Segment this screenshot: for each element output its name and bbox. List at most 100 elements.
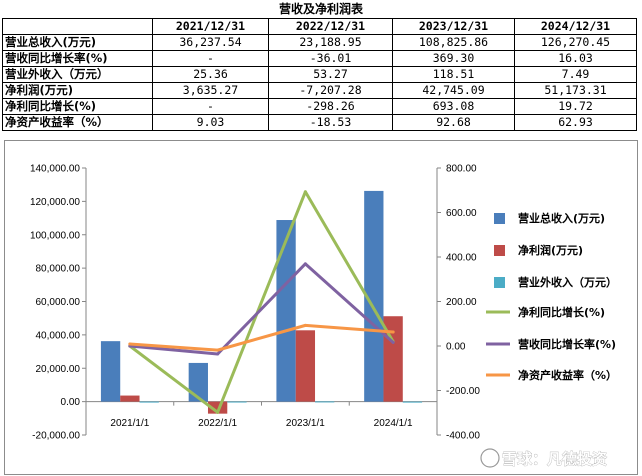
column-header: 2022/12/31 xyxy=(268,18,393,35)
table-cell: 693.08 xyxy=(392,98,515,115)
table-cell: -18.53 xyxy=(268,114,393,131)
table-row: 营收同比增长率(%) - -36.01 369.30 16.03 xyxy=(2,50,637,67)
category-label: 2023/1/1 xyxy=(286,418,325,429)
table-cell: 108,825.86 xyxy=(392,34,515,51)
legend-label: 净利同比增长(%) xyxy=(518,305,605,319)
table-cell: 36,237.54 xyxy=(152,34,269,51)
table-corner-cell xyxy=(2,18,153,35)
line-point xyxy=(303,190,307,194)
bar xyxy=(364,190,384,402)
left-axis-tick-label: 80,000.00 xyxy=(36,264,81,275)
table-cell: -7,207.28 xyxy=(268,82,393,99)
table-cell: - xyxy=(152,50,269,67)
table-cell: 118.51 xyxy=(392,66,515,83)
legend-swatch xyxy=(494,245,505,256)
table-cell: 7.49 xyxy=(514,66,637,83)
left-axis-tick-label: 0.00 xyxy=(61,397,81,408)
table-row: 营业总收入(万元) 36,237.54 23,188.95 108,825.86… xyxy=(2,34,637,51)
series-line xyxy=(128,262,395,356)
legend-label: 营业外收入（万元） xyxy=(518,275,617,289)
table-row: 净利润(万元) 3,635.27 -7,207.28 42,745.09 51,… xyxy=(2,82,637,99)
left-axis-tick-label: 40,000.00 xyxy=(36,330,81,341)
table-row: 净利同比增长(%) - -298.26 693.08 19.72 xyxy=(2,98,637,115)
left-axis-tick-label: -20,000.00 xyxy=(32,431,80,442)
right-axis-tick-label: -400.00 xyxy=(446,431,480,442)
row-label: 营收同比增长率(%) xyxy=(2,50,153,67)
right-axis-tick-label: 0.00 xyxy=(446,342,466,353)
legend-label: 净资产收益率（%） xyxy=(518,368,617,382)
right-axis-tick-label: -200.00 xyxy=(446,386,480,397)
watermark-text: 雪球：凡德投资 xyxy=(502,450,607,468)
table-cell: 53.27 xyxy=(268,66,393,83)
table-cell: 126,270.45 xyxy=(514,34,637,51)
bar xyxy=(139,401,159,403)
bar xyxy=(276,220,296,402)
series-line xyxy=(128,323,395,352)
table-cell: 92.68 xyxy=(392,114,515,131)
line-point xyxy=(303,262,307,266)
line-point xyxy=(303,323,307,327)
table-cell: -36.01 xyxy=(268,50,393,67)
column-header: 2021/12/31 xyxy=(152,18,269,35)
left-axis-tick-label: 140,000.00 xyxy=(30,164,80,175)
line-point xyxy=(128,342,132,346)
line-point xyxy=(216,352,220,356)
table-title: 营收及净利润表 xyxy=(278,2,363,16)
right-axis-tick-label: 200.00 xyxy=(446,297,477,308)
table-cell: - xyxy=(152,98,269,115)
combo-chart: -20,000.00 0.00 20,000.00 40,000.00 60,000.0… xyxy=(30,164,617,469)
row-label: 净利润(万元) xyxy=(2,82,153,99)
table-row: 营业外收入（万元） 25.36 53.27 118.51 7.49 xyxy=(2,66,637,83)
row-label: 净资产收益率（%） xyxy=(2,114,153,131)
right-axis-tick-label: 600.00 xyxy=(446,208,477,219)
chart-panel: -20,000.00 0.00 20,000.00 40,000.00 60,000.0… xyxy=(4,140,638,475)
table-cell: 19.72 xyxy=(514,98,637,115)
financial-table: 2021/12/31 2022/12/31 2023/12/31 2024/12… xyxy=(2,18,637,131)
bar xyxy=(295,330,316,402)
category-label: 2021/1/1 xyxy=(110,418,149,429)
right-axis-tick-label: 800.00 xyxy=(446,164,477,175)
line-point xyxy=(391,330,395,334)
table-header-row: 2021/12/31 2022/12/31 2023/12/31 2024/12… xyxy=(2,18,637,35)
line-point xyxy=(216,348,220,352)
table-cell: 369.30 xyxy=(392,50,515,67)
table-cell: 51,173.31 xyxy=(514,82,637,99)
right-axis-tick-label: 400.00 xyxy=(446,253,477,264)
table-cell: -298.26 xyxy=(268,98,393,115)
bar xyxy=(402,401,423,403)
left-axis-tick-label: 120,000.00 xyxy=(30,197,80,208)
series-line xyxy=(128,190,395,414)
table-cell: 42,745.09 xyxy=(392,82,515,99)
category-label: 2024/1/1 xyxy=(374,418,413,429)
table-cell: 3,635.27 xyxy=(152,82,269,99)
bar xyxy=(207,401,228,414)
bar xyxy=(227,401,247,403)
bar xyxy=(188,362,208,402)
row-label: 营业总收入(万元) xyxy=(2,34,153,51)
table-cell: 62.93 xyxy=(514,114,637,131)
legend-label: 营收同比增长率(%) xyxy=(518,337,616,351)
category-label: 2022/1/1 xyxy=(198,418,237,429)
row-label: 净利同比增长(%) xyxy=(2,98,153,115)
left-axis-tick-label: 60,000.00 xyxy=(36,297,81,308)
bar xyxy=(315,401,335,403)
legend-label: 净利润(万元) xyxy=(518,243,583,257)
left-axis-tick-label: 100,000.00 xyxy=(30,230,80,241)
column-header: 2023/12/31 xyxy=(392,18,515,35)
line-point xyxy=(391,340,395,344)
snowball-logo-icon xyxy=(480,448,500,468)
table-cell: 16.03 xyxy=(514,50,637,67)
row-label: 营业外收入（万元） xyxy=(2,66,153,83)
legend-swatch xyxy=(494,213,505,224)
bar xyxy=(100,341,121,402)
line-point xyxy=(216,410,220,414)
watermark: 雪球：凡德投资 xyxy=(480,448,607,468)
legend-label: 营业总收入(万元) xyxy=(518,211,605,225)
bar xyxy=(120,395,140,402)
table-cell: 23,188.95 xyxy=(268,34,393,51)
table-cell: 9.03 xyxy=(152,114,269,131)
table-cell: 25.36 xyxy=(152,66,269,83)
legend-swatch xyxy=(494,277,505,288)
left-axis-tick-label: 20,000.00 xyxy=(36,364,81,375)
column-header: 2024/12/31 xyxy=(514,18,637,35)
